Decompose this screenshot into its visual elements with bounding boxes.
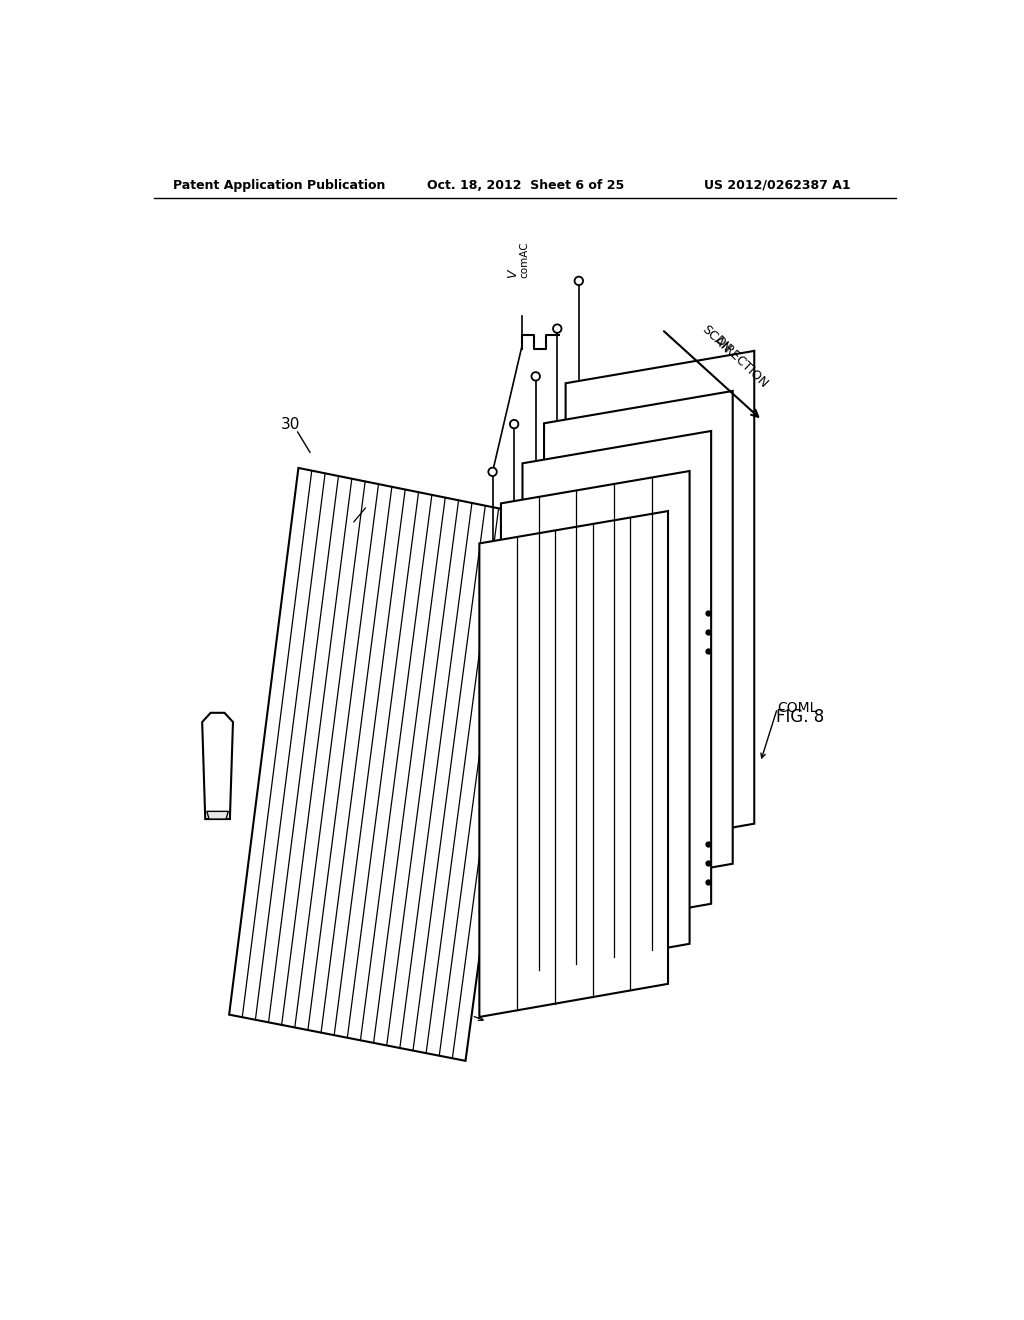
Circle shape xyxy=(574,277,583,285)
Text: comAC: comAC xyxy=(520,242,529,277)
Text: Patent Application Publication: Patent Application Publication xyxy=(173,178,385,191)
Polygon shape xyxy=(202,713,233,818)
Circle shape xyxy=(510,420,518,428)
Circle shape xyxy=(488,467,497,477)
Text: V: V xyxy=(506,269,519,277)
Text: DIRECTION: DIRECTION xyxy=(712,334,771,391)
Polygon shape xyxy=(479,511,668,1016)
Text: $V_{det}$: $V_{det}$ xyxy=(410,1032,437,1048)
Polygon shape xyxy=(207,812,228,818)
Polygon shape xyxy=(229,469,539,1061)
Text: TDL: TDL xyxy=(366,492,392,506)
Text: Oct. 18, 2012  Sheet 6 of 25: Oct. 18, 2012 Sheet 6 of 25 xyxy=(427,178,625,191)
Text: 30: 30 xyxy=(281,417,300,432)
Polygon shape xyxy=(501,471,689,977)
Polygon shape xyxy=(544,391,733,896)
Text: SCAN: SCAN xyxy=(698,322,733,356)
Circle shape xyxy=(553,325,561,333)
Polygon shape xyxy=(522,430,711,937)
Text: COML: COML xyxy=(777,701,818,715)
Text: FIG. 8: FIG. 8 xyxy=(776,708,824,726)
Polygon shape xyxy=(565,351,755,857)
Text: US 2012/0262387 A1: US 2012/0262387 A1 xyxy=(705,178,851,191)
Circle shape xyxy=(531,372,540,380)
